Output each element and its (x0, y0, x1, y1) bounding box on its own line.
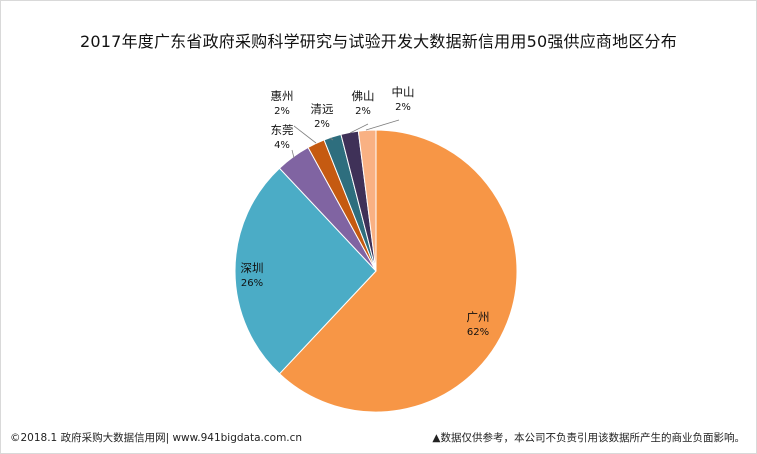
slice-percent-惠州: 2% (274, 106, 290, 117)
pie-slice-中山 (357, 129, 377, 272)
leader-line-东莞 (291, 149, 295, 159)
slice-label-佛山: 佛山 (352, 89, 375, 103)
footer-copyright: ©2018.1 政府采购大数据信用网| www.941bigdata.com.c… (10, 432, 303, 444)
chart-title: 2017年度广东省政府采购科学研究与试验开发大数据新信用用50强供应商地区分布 (80, 32, 677, 51)
slice-percent-东莞: 4% (274, 140, 290, 151)
pie-slice-广州 (278, 129, 518, 413)
slice-percent-清远: 2% (314, 119, 330, 130)
slice-label-清远: 清远 (311, 102, 334, 116)
leader-line-佛山 (349, 123, 369, 134)
slice-label-中山: 中山 (392, 85, 415, 99)
slice-label-深圳: 深圳 (241, 261, 264, 275)
leader-line-清远 (329, 137, 334, 141)
slice-label-惠州: 惠州 (271, 89, 294, 103)
slice-label-广州: 广州 (467, 310, 490, 324)
leader-line-中山 (365, 119, 400, 131)
pie-slice-深圳 (234, 167, 377, 375)
slice-label-东莞: 东莞 (271, 123, 294, 137)
footer-disclaimer: ▲数据仅供参考，本公司不负责引用该数据所产生的商业负面影响。 (432, 432, 745, 444)
leader-line-惠州 (293, 125, 317, 144)
slice-percent-深圳: 26% (241, 278, 263, 289)
slice-percent-中山: 2% (395, 102, 411, 113)
slice-percent-广州: 62% (467, 327, 489, 338)
slice-percent-佛山: 2% (355, 106, 371, 117)
